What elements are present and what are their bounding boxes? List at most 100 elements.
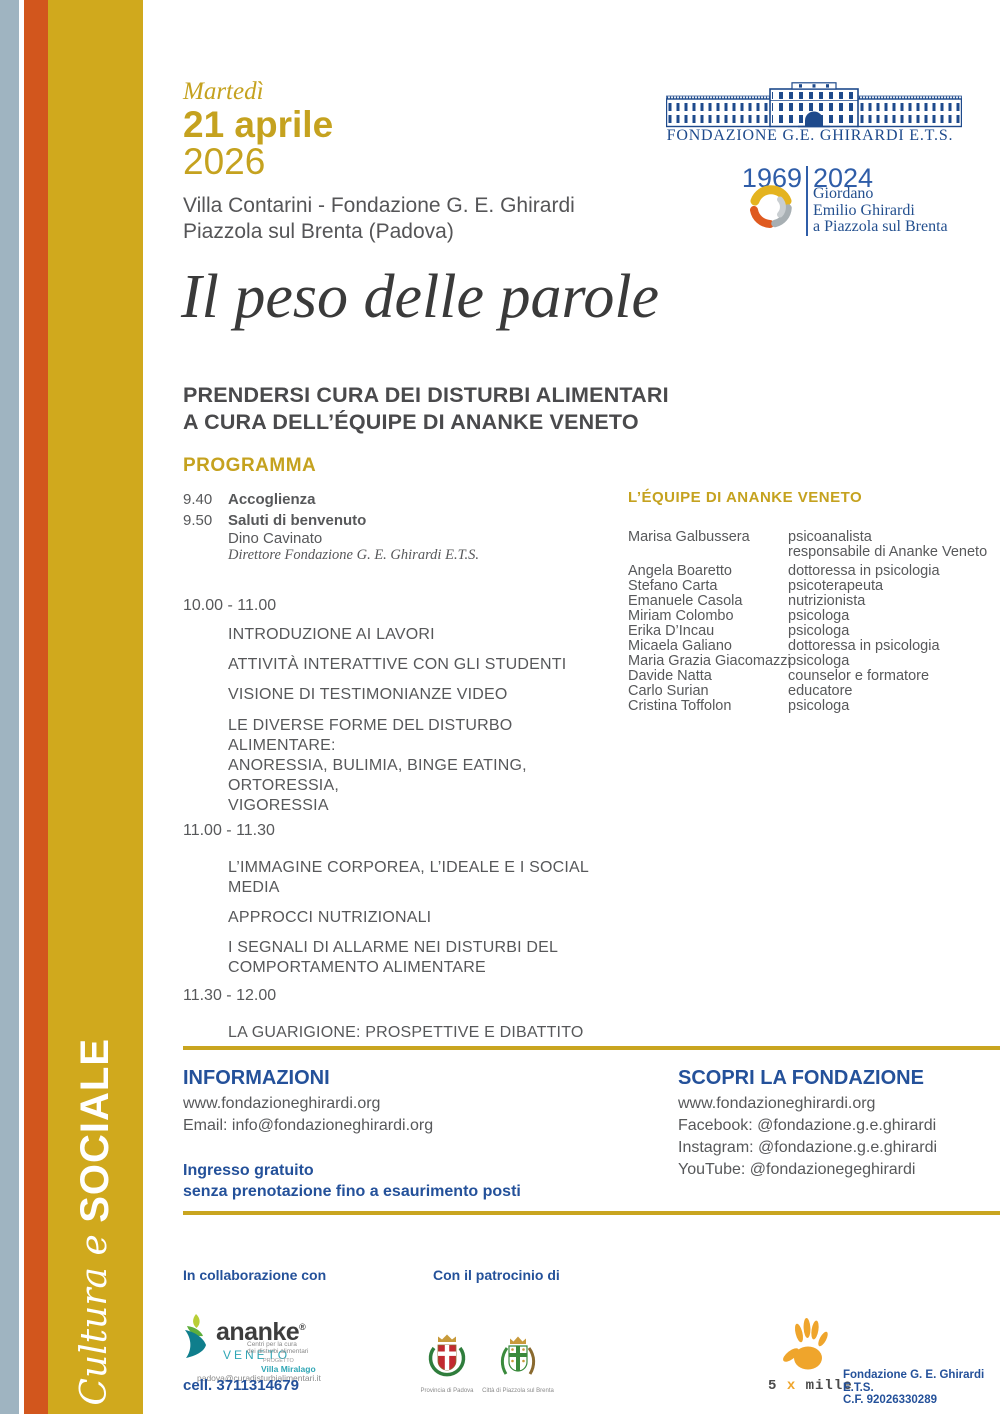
program-topic: INTRODUZIONE AI LAVORI [228, 626, 435, 643]
equipe-member: Miriam Colombo psicologa [628, 609, 993, 624]
member-role: educatore [788, 683, 853, 699]
program-speaker: Dino Cavinato [228, 530, 323, 547]
info-email-link[interactable]: Email: info@fondazioneghirardi.org [183, 1117, 434, 1134]
patronage-label: Con il patrocinio di [433, 1267, 560, 1283]
ananke-brand: ananke® [216, 1318, 306, 1346]
vertical-label-script: Cultura e [74, 1223, 115, 1406]
provincia-padova-caption: Provincia di Padova [420, 1388, 474, 1394]
left-orange-strip [24, 0, 48, 1414]
page-title: Il peso delle parole [181, 263, 660, 331]
footer-org-name: Fondazione G. E. Ghirardi E.T.S. [843, 1369, 985, 1394]
youtube-link[interactable]: YouTube: @fondazionegeghirardi [678, 1161, 916, 1178]
collaboration-label: In collaborazione con [183, 1267, 327, 1283]
page-subtitle: PRENDERSI CURA DEI DISTURBI ALIMENTARI A… [183, 382, 669, 436]
hand-print-icon [783, 1318, 828, 1370]
info-website-link[interactable]: www.fondazioneghirardi.org [183, 1095, 381, 1112]
ananke-phone-link[interactable]: cell. 3711314679 [183, 1377, 299, 1394]
program-topic: APPROCCI NUTRIZIONALI [228, 909, 432, 926]
anniversary-names: Giordano Emilio Ghirardi a Piazzola sul … [813, 185, 948, 236]
scopri-heading: SCOPRI LA FONDAZIONE [678, 1067, 924, 1089]
free-entry-line2: senza prenotazione fino a esaurimento po… [183, 1183, 521, 1200]
member-name: Miriam Colombo [628, 608, 734, 624]
free-entry-note: Ingresso gratuito senza prenotazione fin… [183, 1160, 521, 1202]
program-topic: I SEGNALI DI ALLARME NEI DISTURBI DEL CO… [228, 939, 559, 976]
member-name: Stefano Carta [628, 578, 718, 594]
member-role: psicologa [788, 608, 850, 624]
facebook-link[interactable]: Facebook: @fondazione.g.e.ghirardi [678, 1117, 937, 1134]
member-role: psicologa [788, 653, 850, 669]
equipe-members: Marisa Galbussera psicoanalista responsa… [628, 530, 993, 714]
member-name: Erika D’Incau [628, 623, 715, 639]
equipe-member: Emanuele Casola nutrizionista [628, 594, 993, 609]
ananke-progetto-label: PROGETTO [263, 1358, 294, 1364]
program-time: 9.50 [183, 512, 213, 529]
event-venue: Villa Contarini - Fondazione G. E. Ghira… [183, 193, 575, 245]
left-yellow-strip [48, 0, 143, 1414]
ananke-description: Centri per la cura dei disturbi alimenta… [247, 1341, 309, 1355]
program-topic: ATTIVITÀ INTERATTIVE CON GLI STUDENTI [228, 656, 567, 673]
program-section: 9.40 Accoglienza 9.50 Saluti di benvenut… [183, 492, 623, 1043]
equipe-member: Angela Boaretto dottoressa in psicologia [628, 564, 993, 579]
left-bluegray-strip [0, 0, 19, 1414]
program-topic: LE DIVERSE FORME DEL DISTURBO ALIMENTARE… [228, 717, 527, 814]
ananke-email-link[interactable]: padova@curadisturbialimentari.it [197, 1373, 321, 1383]
member-role: psicoanalista responsabile di Ananke Ven… [788, 529, 988, 560]
footer-fondazione-info: Fondazione G. E. Ghirardi E.T.S. C.F. 92… [843, 1369, 1000, 1407]
equipe-member: Davide Natta counselor e formatore [628, 669, 993, 684]
program-title: Accoglienza [228, 491, 316, 508]
informazioni-heading: INFORMAZIONI [183, 1067, 330, 1089]
villa-illustration [666, 82, 962, 128]
equipe-section: L’ÉQUIPE DI ANANKE VENETO Marisa Galbuss… [628, 489, 993, 714]
member-name: Maria Grazia Giacomazzi [628, 653, 791, 669]
anniversary-year-to: 2024 [813, 163, 874, 193]
anniversary-line1: Giordano [813, 185, 874, 202]
free-entry-line1: Ingresso gratuito [183, 1162, 314, 1179]
member-name: Cristina Toffolon [628, 698, 732, 714]
equipe-member: Micaela Galiano dottoressa in psicologia [628, 639, 993, 654]
ananke-leaf-icon [185, 1314, 206, 1358]
program-speaker-role: Direttore Fondazione G. E. Ghirardi E.T.… [228, 547, 480, 563]
member-role: psicoterapeuta [788, 578, 884, 594]
ananke-villa-name: Villa Miralago [261, 1364, 316, 1374]
program-topic: LA GUARIGIONE: PROSPETTIVE E DIBATTITO [228, 1024, 584, 1041]
gold-divider-bottom [183, 1211, 1000, 1215]
member-name: Carlo Surian [628, 683, 709, 699]
instagram-link[interactable]: Instagram: @fondazione.g.e.ghirardi [678, 1139, 938, 1156]
program-slot-time: 10.00 - 11.00 [183, 597, 277, 614]
equipe-member: Cristina Toffolon psicologa [628, 699, 993, 714]
informazioni-section: INFORMAZIONI www.fondazioneghirardi.org … [183, 1067, 521, 1202]
event-weekday: Martedì [183, 78, 264, 105]
program-item: 9.40 Accoglienza [183, 492, 623, 507]
scopri-website-link[interactable]: www.fondazioneghirardi.org [678, 1095, 876, 1112]
member-name: Davide Natta [628, 668, 712, 684]
venue-line1: Villa Contarini - Fondazione G. E. Ghira… [183, 194, 575, 217]
anniversary-logo: 1969 2024 Giordano Emilio Ghirardi a Pia… [740, 163, 980, 243]
program-item: 9.50 Saluti di benvenuto [183, 513, 623, 528]
member-role: counselor e formatore [788, 668, 930, 684]
anniversary-swirl-icon [750, 185, 792, 228]
cinque-x: x [786, 1378, 797, 1394]
equipe-member: Stefano Carta psicoterapeuta [628, 579, 993, 594]
program-topic: VISIONE DI TESTIMONIANZE VIDEO [228, 686, 508, 703]
equipe-member: Erika D’Incau psicologa [628, 624, 993, 639]
cinque-per-mille-label: 5 x mille [768, 1378, 853, 1394]
member-name: Micaela Galiano [628, 638, 732, 654]
program-topic: L’IMMAGINE CORPOREA, L’IDEALE E I SOCIAL… [228, 859, 589, 896]
registered-mark: ® [299, 1322, 306, 1332]
program-slot-time: 11.00 - 11.30 [183, 822, 275, 839]
fondazione-name: FONDAZIONE G.E. GHIRARDI E.T.S. [666, 127, 954, 144]
piazzola-crest-icon [500, 1336, 536, 1375]
member-role: psicologa [788, 623, 850, 639]
piazzola-caption: Città di Piazzola sul Brenta [482, 1388, 554, 1394]
venue-line2: Piazzola sul Brenta (Padova) [183, 220, 454, 243]
scopri-section: SCOPRI LA FONDAZIONE www.fondazioneghira… [678, 1067, 938, 1178]
equipe-member: Marisa Galbussera psicoanalista responsa… [628, 530, 993, 560]
member-role: dottoressa in psicologia [788, 638, 940, 654]
subtitle-line2: A CURA DELL’ÉQUIPE DI ANANKE VENETO [183, 410, 639, 434]
anniversary-divider [806, 166, 808, 236]
footer-fiscal-code: C.F. 92026330289 [843, 1394, 937, 1406]
ananke-region: VENETO [223, 1348, 291, 1362]
ananke-logo: ananke® VENETO Centri per la cura dei di… [183, 1310, 413, 1385]
gold-divider-top [183, 1046, 1000, 1050]
program-time: 9.40 [183, 491, 213, 508]
